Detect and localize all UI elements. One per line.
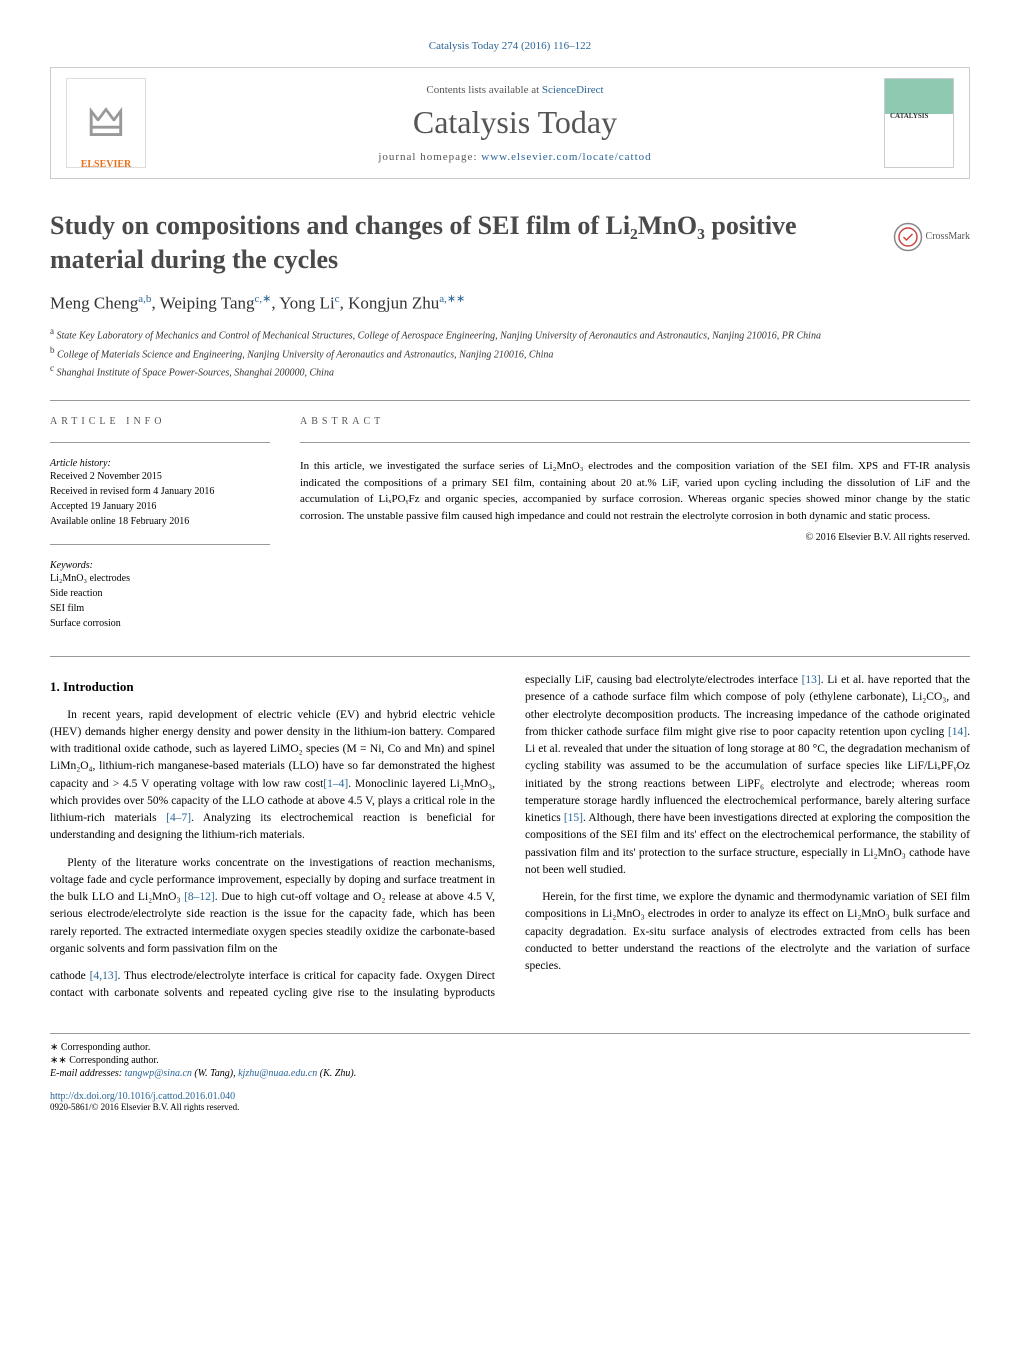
email-link[interactable]: kjzhu@nuaa.edu.cn [238, 1068, 317, 1079]
abstract-text: In this article, we investigated the sur… [300, 458, 970, 524]
journal-title: Catalysis Today [146, 104, 884, 141]
header-banner: 🜲 ELSEVIER Contents lists available at S… [50, 67, 970, 179]
journal-reference: Catalysis Today 274 (2016) 116–122 [50, 40, 970, 52]
divider [50, 656, 970, 657]
body-columns: 1. Introduction In recent years, rapid d… [50, 672, 970, 1003]
elsevier-logo[interactable]: 🜲 ELSEVIER [66, 78, 146, 168]
homepage-link[interactable]: www.elsevier.com/locate/cattod [481, 151, 651, 163]
citation-link[interactable]: [14] [948, 726, 967, 738]
journal-ref-link[interactable]: Catalysis Today 274 (2016) 116–122 [429, 40, 591, 52]
divider [50, 400, 970, 401]
history-list: Received 2 November 2015Received in revi… [50, 469, 270, 529]
article-info-heading: article info [50, 416, 270, 427]
history-label: Article history: [50, 458, 270, 469]
abstract-section: abstract In this article, we investigate… [300, 416, 970, 631]
citation-link[interactable]: [8–12] [184, 891, 215, 903]
body-paragraph: Herein, for the first time, we explore t… [525, 889, 970, 975]
affiliations: a State Key Laboratory of Mechanics and … [50, 325, 970, 380]
section-heading: 1. Introduction [50, 677, 495, 697]
corresponding-note: ∗ Corresponding author. [50, 1042, 970, 1053]
abstract-copyright: © 2016 Elsevier B.V. All rights reserved… [300, 532, 970, 543]
citation-link[interactable]: [1–4] [323, 778, 348, 790]
citation-link[interactable]: [4–7] [166, 812, 191, 824]
crossmark-icon [893, 222, 923, 252]
elsevier-label: ELSEVIER [81, 159, 132, 170]
citation-link[interactable]: [15] [564, 812, 583, 824]
article-title: Study on compositions and changes of SEI… [50, 209, 970, 277]
doi-link[interactable]: http://dx.doi.org/10.1016/j.cattod.2016.… [50, 1091, 235, 1102]
body-paragraph: Plenty of the literature works concentra… [50, 855, 495, 959]
doi-line: http://dx.doi.org/10.1016/j.cattod.2016.… [50, 1091, 970, 1102]
body-paragraph: In recent years, rapid development of el… [50, 707, 495, 845]
citation-link[interactable]: [13] [802, 674, 821, 686]
journal-cover-thumbnail[interactable] [884, 78, 954, 168]
abstract-heading: abstract [300, 416, 970, 427]
email-line: E-mail addresses: tangwp@sina.cn (W. Tan… [50, 1068, 970, 1079]
corresponding-note: ∗∗ Corresponding author. [50, 1055, 970, 1066]
article-info-sidebar: article info Article history: Received 2… [50, 416, 270, 631]
sciencedirect-link[interactable]: ScienceDirect [542, 84, 604, 96]
homepage-line: journal homepage: www.elsevier.com/locat… [146, 151, 884, 163]
contents-line: Contents lists available at ScienceDirec… [146, 84, 884, 96]
footer: ∗ Corresponding author. ∗∗ Corresponding… [50, 1033, 970, 1112]
author-list: Meng Chenga,b, Weiping Tangc,∗, Yong Lic… [50, 292, 970, 314]
issn-line: 0920-5861/© 2016 Elsevier B.V. All right… [50, 1102, 970, 1112]
crossmark-badge[interactable]: CrossMark [893, 222, 970, 252]
citation-link[interactable]: [4,13] [90, 970, 118, 982]
keywords-label: Keywords: [50, 560, 270, 571]
keywords-list: Li₂MnO₃ electrodesSide reactionSEI filmS… [50, 571, 270, 631]
elsevier-tree-icon: 🜲 [88, 77, 124, 159]
email-link[interactable]: tangwp@sina.cn [125, 1068, 192, 1079]
